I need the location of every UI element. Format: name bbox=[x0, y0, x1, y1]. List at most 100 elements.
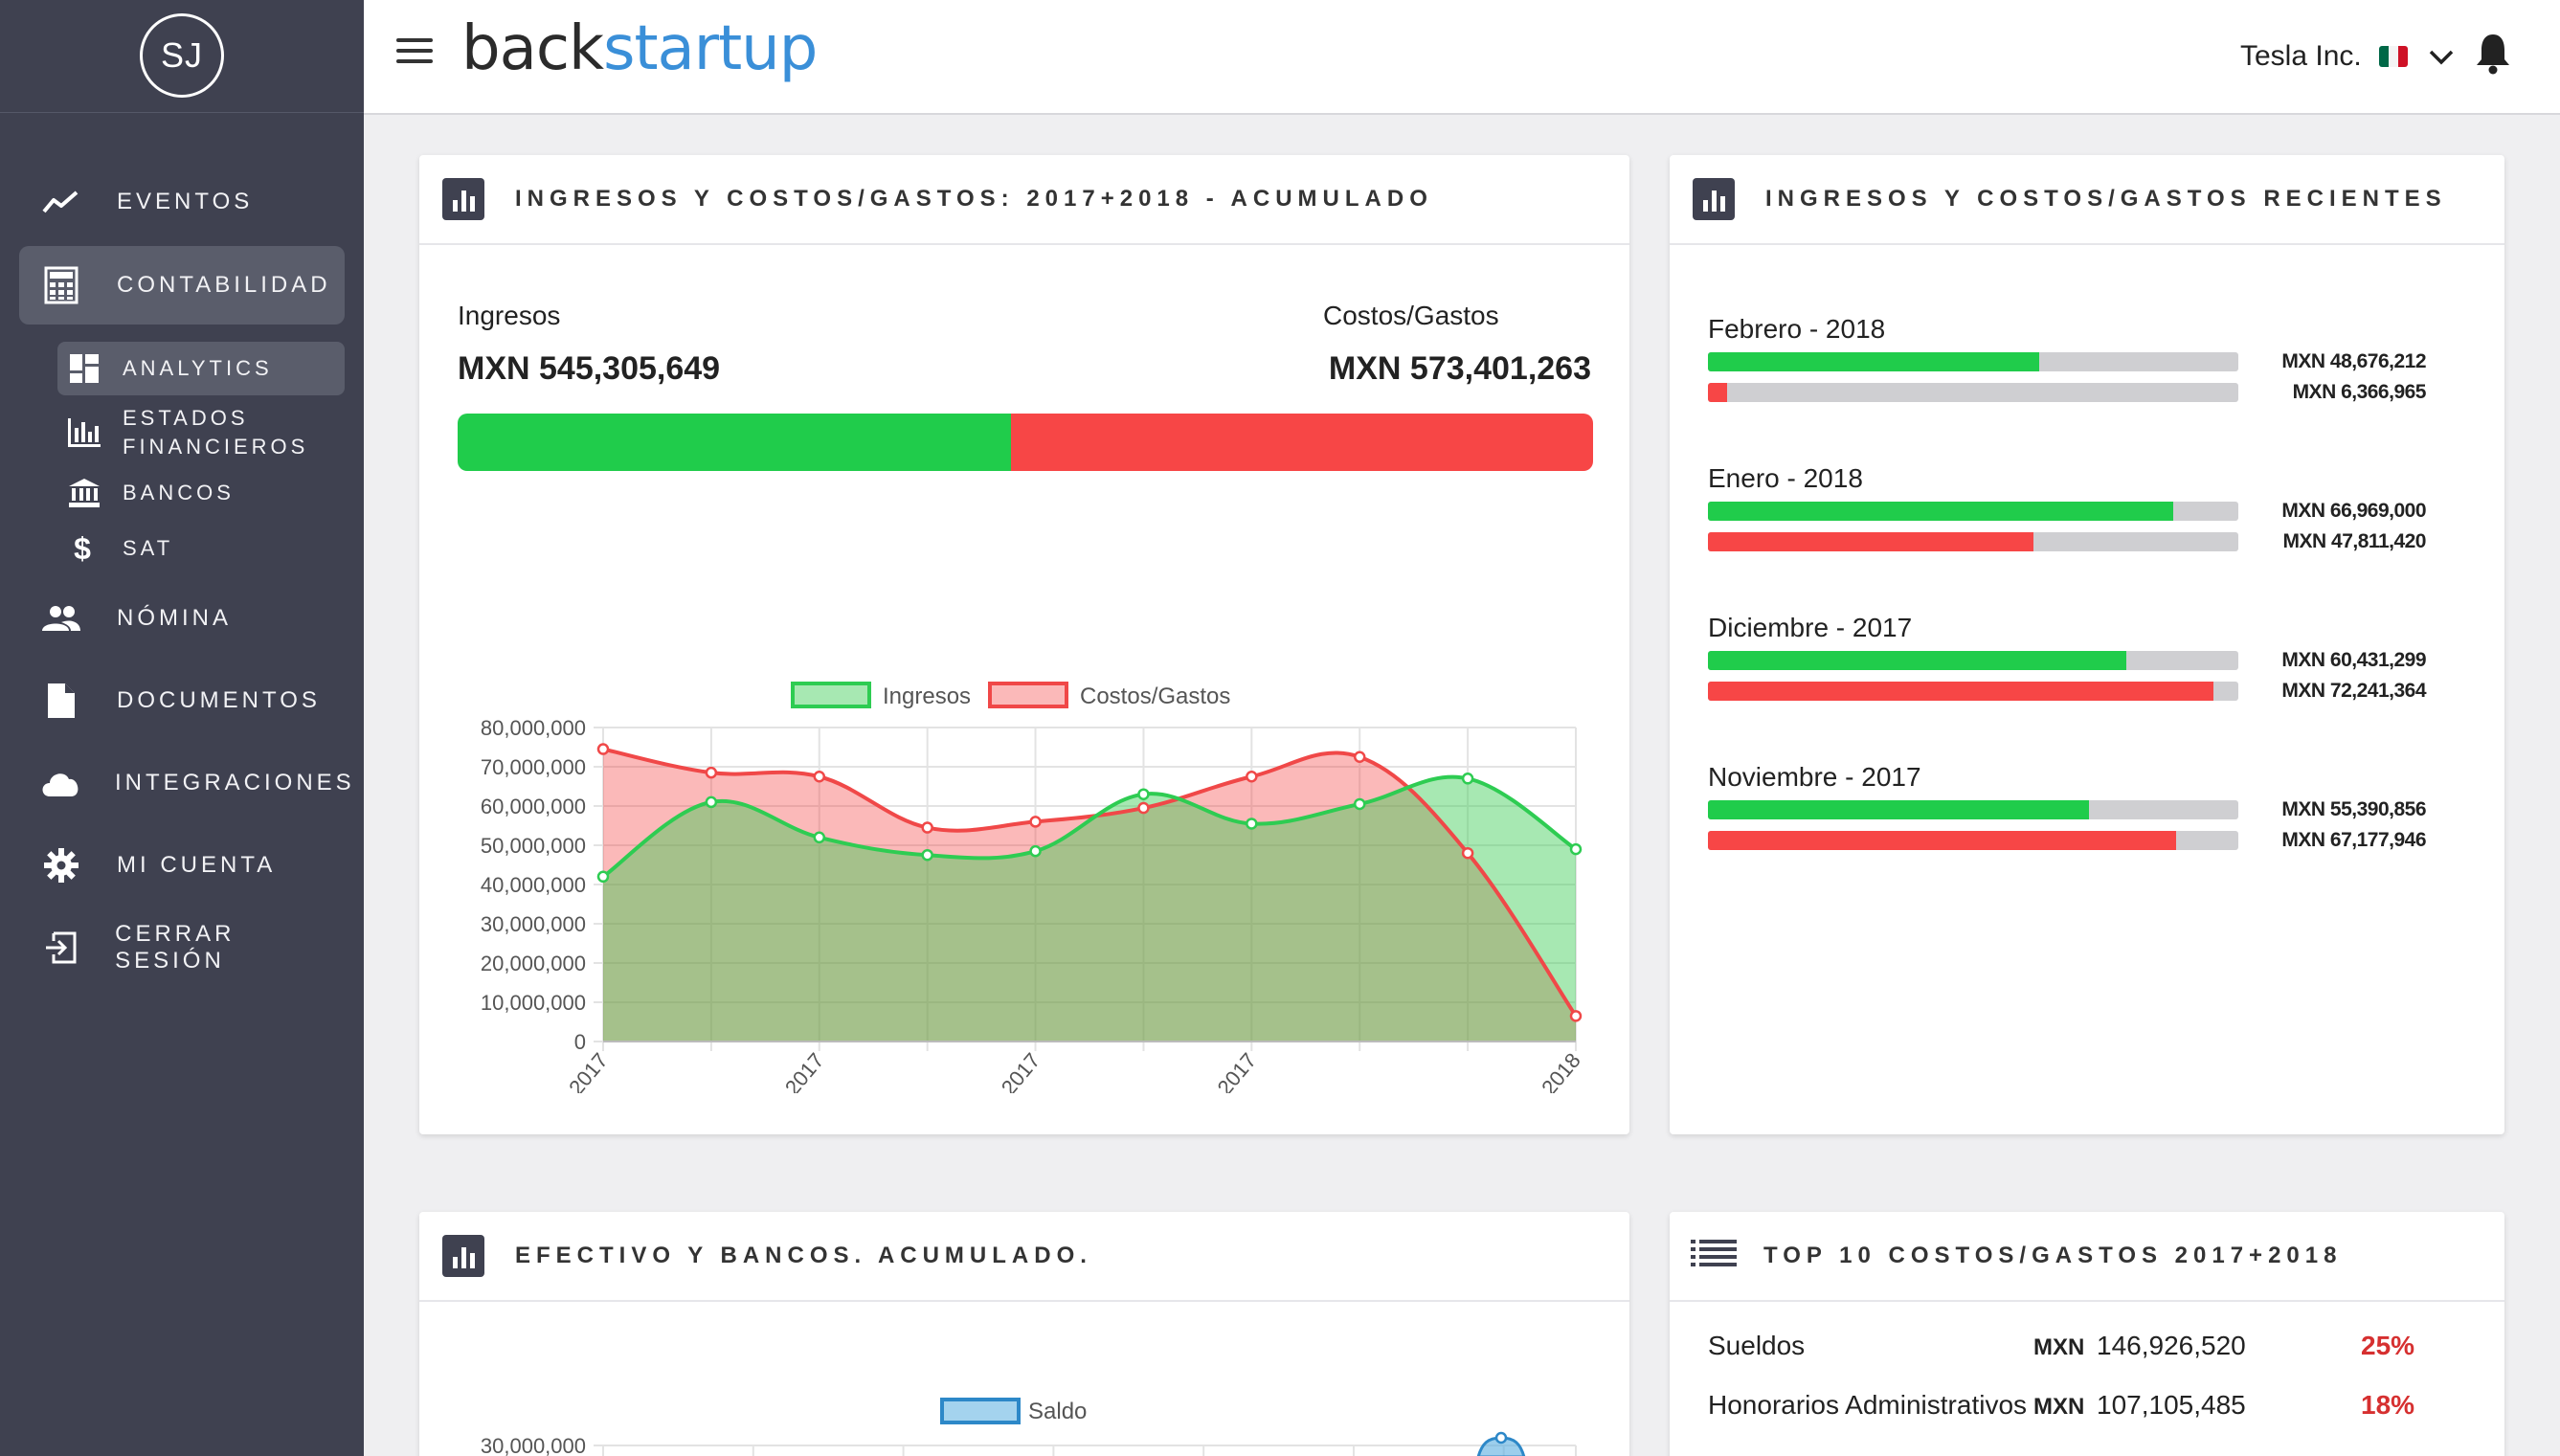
recent-costos-bar-fill bbox=[1708, 831, 2176, 850]
recent-period-label: Diciembre - 2017 bbox=[1708, 613, 1913, 642]
y-tick-label: 70,000,000 bbox=[481, 755, 586, 779]
recent-ingresos-bar bbox=[1708, 651, 2238, 670]
y-tick-label: 40,000,000 bbox=[481, 873, 586, 897]
company-selector[interactable]: Tesla Inc. bbox=[2240, 40, 2454, 73]
bar-chart-icon bbox=[442, 1235, 484, 1277]
data-point bbox=[1246, 818, 1258, 830]
sidebar-item-label: ESTADOS bbox=[123, 406, 249, 430]
sidebar-item-label-2: FINANCIEROS bbox=[123, 435, 309, 459]
card-header: INGRESOS Y COSTOS/GASTOS RECIENTES bbox=[1670, 155, 2504, 245]
data-point bbox=[1461, 773, 1474, 785]
sidebar-item-nomina[interactable]: NÓMINA bbox=[19, 579, 345, 658]
y-tick-label: 80,000,000 bbox=[481, 716, 586, 740]
ingresos-value: MXN 545,305,649 bbox=[458, 350, 721, 387]
top10-item-percent: 25% bbox=[2361, 1331, 2415, 1360]
card-ingresos-costos-acumulado: INGRESOS Y COSTOS/GASTOS: 2017+2018 - AC… bbox=[419, 155, 1629, 1134]
legend-label: Ingresos bbox=[883, 683, 971, 709]
costos-value: MXN 573,401,263 bbox=[1328, 350, 1591, 387]
sidebar-item-label: SAT bbox=[123, 536, 174, 560]
card-efectivo-bancos: EFECTIVO Y BANCOS. ACUMULADO. Saldo 30,00… bbox=[419, 1212, 1629, 1456]
data-point bbox=[813, 771, 826, 783]
company-name: Tesla Inc. bbox=[2240, 40, 2362, 72]
recent-costos-amount: MXN 72,241,364 bbox=[2281, 680, 2426, 702]
data-point bbox=[1246, 771, 1258, 783]
sidebar-subitem-sat[interactable]: $ SAT bbox=[57, 522, 345, 575]
line-costos bbox=[602, 747, 1578, 1018]
data-point bbox=[1353, 797, 1366, 811]
recent-costos-bar-fill bbox=[1708, 682, 2213, 701]
x-tick-label: Julio-2017 bbox=[748, 1048, 828, 1093]
recent-ingresos-bar bbox=[1708, 352, 2238, 371]
legend-swatch bbox=[988, 682, 1068, 708]
data-point bbox=[1569, 842, 1583, 856]
y-tick-label: 0 bbox=[574, 1030, 586, 1054]
legend-swatch bbox=[940, 1398, 1021, 1424]
sidebar-item-label: INTEGRACIONES bbox=[115, 770, 355, 795]
recent-ingresos-amount: MXN 60,431,299 bbox=[2281, 649, 2426, 671]
logo[interactable]: backstartup bbox=[461, 13, 818, 84]
calculator-icon bbox=[40, 264, 82, 306]
legend-label: Costos/Gastos bbox=[1080, 683, 1230, 709]
people-icon bbox=[40, 597, 82, 639]
dollar-icon: $ bbox=[74, 530, 95, 566]
data-point bbox=[1029, 816, 1042, 828]
data-point bbox=[705, 766, 718, 779]
y-tick-label: 20,000,000 bbox=[481, 952, 586, 975]
recent-costos-bar bbox=[1708, 831, 2238, 850]
sidebar-item-integraciones[interactable]: INTEGRACIONES bbox=[19, 744, 351, 822]
recent-ingresos-bar bbox=[1708, 800, 2238, 819]
x-tick-label: Mayo-2017 bbox=[527, 1048, 613, 1093]
recent-ingresos-amount: MXN 66,969,000 bbox=[2281, 500, 2426, 522]
data-point bbox=[1494, 1431, 1508, 1445]
legend-label: Saldo bbox=[1028, 1399, 1087, 1424]
recent-ingresos-bar bbox=[1708, 502, 2238, 521]
line-ingresos bbox=[601, 774, 1578, 879]
recent-costos-bar-fill bbox=[1708, 532, 2033, 551]
sidebar-item-contabilidad[interactable]: CONTABILIDAD bbox=[19, 246, 345, 325]
avatar[interactable]: SJ bbox=[140, 13, 224, 98]
bell-icon[interactable] bbox=[2476, 33, 2510, 79]
sidebar-subitem-analytics[interactable]: ANALYTICS bbox=[57, 342, 345, 395]
area-ingresos bbox=[603, 776, 1576, 1042]
recent-costos-amount: MXN 67,177,946 bbox=[2281, 829, 2426, 851]
sidebar-item-mi-cuenta[interactable]: MI CUENTA bbox=[19, 826, 345, 905]
sidebar-subitem-estados-financieros[interactable]: ESTADOS FINANCIEROS bbox=[57, 402, 345, 463]
bar-chart-icon bbox=[442, 178, 484, 220]
legend-swatch bbox=[791, 682, 871, 708]
recent-costos-bar bbox=[1708, 532, 2238, 551]
list-icon bbox=[1691, 1239, 1737, 1273]
sidebar-item-eventos[interactable]: EVENTOS bbox=[19, 163, 345, 241]
ratio-bar-ingresos bbox=[458, 414, 1011, 471]
sidebar-item-documentos[interactable]: DOCUMENTOS bbox=[19, 661, 345, 740]
card-ingresos-costos-recientes: INGRESOS Y COSTOS/GASTOS RECIENTES Febre… bbox=[1670, 155, 2504, 1134]
recent-ingresos-bar-fill bbox=[1708, 352, 2040, 371]
recent-period-label: Febrero - 2018 bbox=[1708, 314, 1886, 344]
recent-ingresos-amount: MXN 48,676,212 bbox=[2281, 350, 2426, 372]
top10-item-currency: MXN bbox=[2033, 1394, 2085, 1420]
card-title: TOP 10 COSTOS/GASTOS 2017+2018 bbox=[1763, 1243, 2343, 1268]
x-tick-label: Septiembre-2017 bbox=[923, 1048, 1045, 1093]
top10-item-percent: 18% bbox=[2361, 1390, 2415, 1420]
data-point bbox=[921, 821, 933, 834]
bar-chart-icon bbox=[67, 415, 101, 450]
recent-costos-bar-fill bbox=[1708, 383, 1727, 402]
logout-icon bbox=[40, 927, 80, 969]
data-point bbox=[596, 743, 610, 755]
recent-ingresos-bar-fill bbox=[1708, 502, 2174, 521]
sidebar-item-label: CONTABILIDAD bbox=[117, 272, 331, 298]
dashboard-icon bbox=[67, 351, 101, 386]
area-costos bbox=[603, 749, 1576, 1042]
sidebar-subitem-bancos[interactable]: BANCOS bbox=[57, 466, 345, 520]
ingresos-costos-area-chart: 0 10,000,000 20,000,000 30,000,000 40,000,00… bbox=[481, 682, 1585, 1093]
sidebar-item-cerrar-sesion[interactable]: CERRAR SESIÓN bbox=[19, 908, 345, 987]
recent-costos-amount: MXN 6,366,965 bbox=[2292, 381, 2427, 403]
ingresos-label: Ingresos bbox=[458, 301, 561, 330]
topbar: backstartup Tesla Inc. bbox=[364, 0, 2560, 115]
menu-icon[interactable] bbox=[396, 38, 433, 69]
sidebar-item-label: ANALYTICS bbox=[123, 356, 273, 380]
y-tick-label: 60,000,000 bbox=[481, 795, 586, 818]
recent-costos-bar bbox=[1708, 383, 2238, 402]
recent-ingresos-bar-fill bbox=[1708, 651, 2127, 670]
costos-label: Costos/Gastos bbox=[1323, 301, 1499, 330]
trend-icon bbox=[40, 181, 82, 223]
